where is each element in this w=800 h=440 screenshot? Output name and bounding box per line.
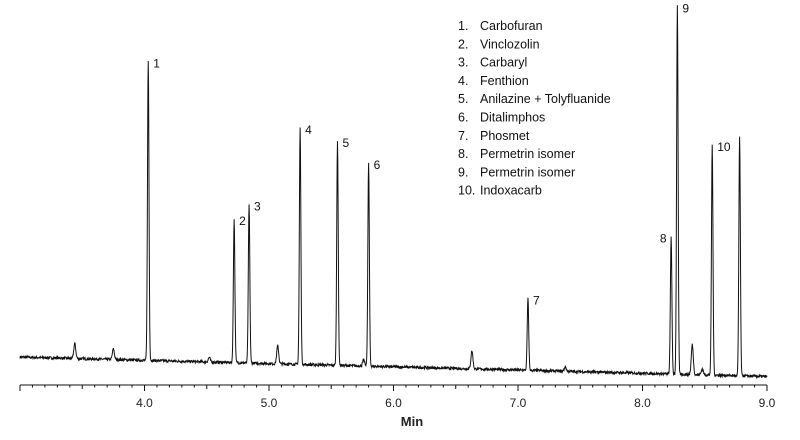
peak-label: 8 [660, 231, 667, 245]
legend-number: 6. [458, 111, 468, 125]
legend-entry: Vinclozolin [480, 37, 540, 51]
legend-number: 8. [458, 147, 468, 161]
legend-entry: Carbofuran [480, 19, 543, 33]
legend-number: 5. [458, 92, 468, 106]
legend-entry: Permetrin isomer [480, 165, 575, 179]
legend-number: 1. [458, 19, 468, 33]
legend-number: 7. [458, 129, 468, 143]
peak-label: 3 [254, 200, 261, 214]
peak-label: 6 [374, 158, 381, 172]
x-tick-label: 8.0 [634, 396, 651, 410]
x-axis-title: Min [401, 414, 423, 429]
peak-label: 5 [342, 136, 349, 150]
x-axis: 4.0 5.0 6.0 7.0 8.0 9.0 Min [19, 384, 776, 429]
legend-entry: Permetrin isomer [480, 147, 575, 161]
legend-number: 4. [458, 74, 468, 88]
peak-label: 10 [717, 140, 731, 154]
legend-entry: Fenthion [480, 74, 529, 88]
peak-label: 2 [239, 214, 246, 228]
x-tick-label: 9.0 [759, 396, 776, 410]
chromatogram-trace [19, 5, 768, 380]
legend-number: 9. [458, 165, 468, 179]
x-tick-label: 7.0 [510, 396, 527, 410]
legend-entry: Phosmet [480, 129, 530, 143]
x-tick-label: 4.0 [136, 396, 153, 410]
legend-number: 2. [458, 37, 468, 51]
legend: 1. Carbofuran 2. Vinclozolin 3. Carbaryl 4. Fen… [458, 19, 611, 198]
legend-entry: Ditalimphos [480, 111, 545, 125]
legend-entry: Indoxacarb [480, 184, 542, 198]
peak-label: 1 [153, 56, 160, 70]
x-tick-label: 6.0 [385, 396, 402, 410]
peak-label: 9 [682, 1, 689, 15]
peak-label: 4 [305, 123, 312, 137]
plot-area [19, 5, 768, 380]
legend-number: 3. [458, 56, 468, 70]
legend-entry: Carbaryl [480, 56, 527, 70]
legend-entry: Anilazine + Tolyfluanide [480, 92, 611, 106]
peak-label: 7 [533, 294, 540, 308]
x-tick-label: 5.0 [261, 396, 278, 410]
legend-number: 10. [458, 184, 475, 198]
